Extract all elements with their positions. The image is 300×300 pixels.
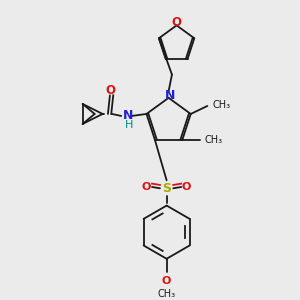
Text: O: O [182, 182, 191, 192]
Text: CH₃: CH₃ [205, 135, 223, 145]
Text: O: O [162, 276, 171, 286]
Text: H: H [125, 120, 134, 130]
Text: O: O [172, 16, 182, 29]
Text: CH₃: CH₃ [212, 100, 230, 110]
Text: O: O [105, 84, 115, 97]
Text: S: S [162, 182, 171, 195]
Text: N: N [123, 110, 133, 122]
Text: O: O [142, 182, 152, 192]
Text: N: N [165, 89, 175, 102]
Text: CH₃: CH₃ [158, 290, 176, 299]
